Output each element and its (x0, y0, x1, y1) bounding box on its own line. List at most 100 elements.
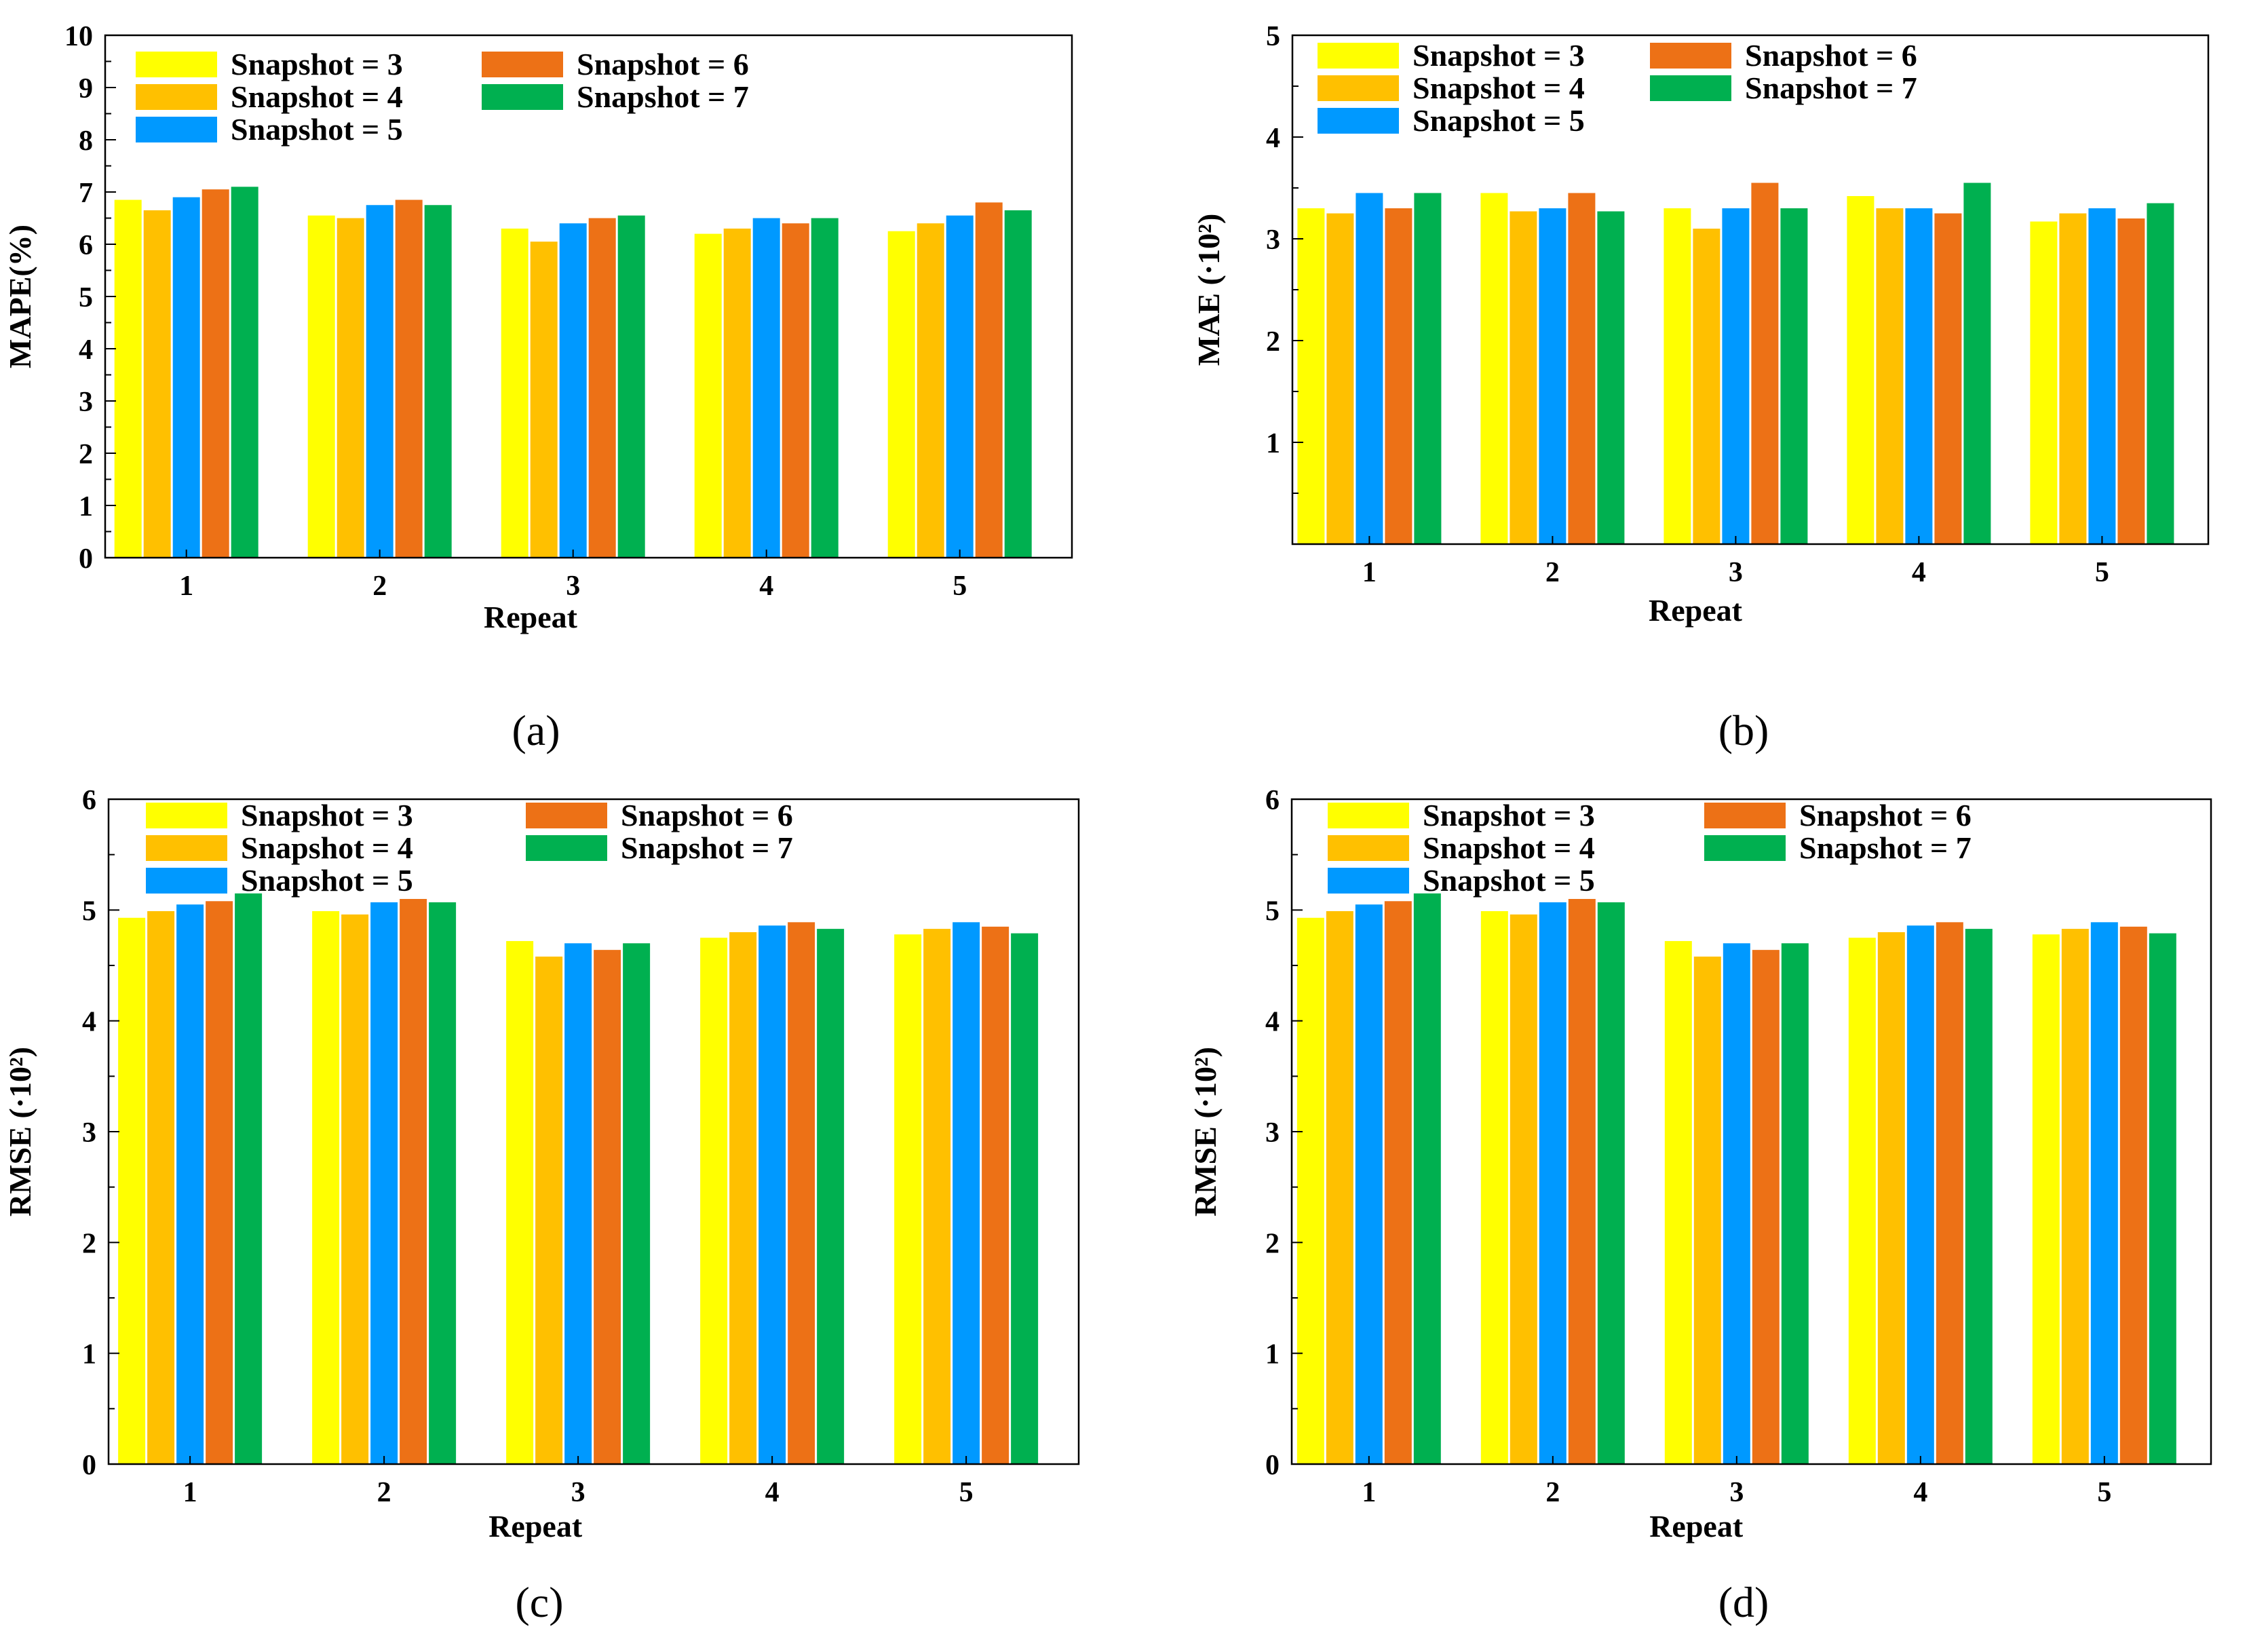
y-axis-label: RMSE (·10²) (3, 1047, 37, 1216)
y-tick-label: 7 (79, 178, 93, 209)
legend-swatch-snapshot-7 (482, 84, 563, 110)
legend-label-snapshot-3: Snapshot = 3 (231, 47, 403, 81)
caption-d: (d) (1718, 1578, 1769, 1626)
bar-s5-r4 (758, 925, 786, 1464)
x-tick-label: 2 (372, 571, 387, 602)
bar-s3-r2 (1480, 910, 1508, 1464)
bar-s7-r3 (1780, 208, 1808, 544)
x-axis-label: Repeat (1649, 1509, 1744, 1543)
x-tick-label: 3 (1729, 1477, 1744, 1508)
chart-panel-a: 1 2 3 4 5 0 1 2 3 4 5 6 7 8 9 10 Repeat MAPE(%) Snapshot =… (0, 0, 1134, 825)
bar-s4-r3 (1693, 229, 1721, 544)
bar-s4-r5 (2059, 213, 2087, 544)
legend-swatch-snapshot-3 (136, 52, 217, 77)
x-axis-label: Repeat (484, 600, 578, 634)
bar-s5-r4 (752, 218, 780, 558)
bar-s3-r4 (694, 233, 722, 558)
bar-s5-r5 (953, 922, 980, 1464)
bar-s4-r3 (1693, 956, 1721, 1464)
chart-panel-b: 1 2 3 4 5 1 2 3 4 5 Repeat MAE (·10²) Snapshot = 3 Sn… (1134, 0, 2268, 825)
y-tick-label: 1 (1266, 428, 1280, 459)
bar-s7-r4 (811, 218, 839, 558)
bar-s6-r3 (594, 950, 621, 1464)
bar-s4-r5 (2061, 929, 2089, 1464)
legend-label-snapshot-5: Snapshot = 5 (1423, 863, 1595, 898)
x-tick-label: 1 (1362, 1477, 1376, 1508)
bar-s7-r1 (1414, 193, 1442, 544)
plot-frame (107, 798, 1080, 1465)
bar-s4-r4 (723, 228, 751, 558)
bar-s6-r2 (400, 899, 427, 1464)
legend-label-snapshot-4: Snapshot = 4 (1423, 830, 1595, 865)
x-tick-label: 1 (1362, 557, 1377, 588)
y-tick-label: 10 (64, 21, 93, 52)
legend-label-snapshot-7: Snapshot = 7 (1799, 830, 1972, 865)
x-tick-label: 4 (765, 1477, 780, 1508)
bar-s7-r3 (1781, 943, 1809, 1464)
legend-swatch-snapshot-4 (136, 84, 217, 110)
x-axis-label: Repeat (1649, 593, 1743, 628)
legend-label-snapshot-7: Snapshot = 7 (1745, 71, 1917, 105)
bar-s7-r1 (235, 893, 263, 1464)
bar-s5-r1 (172, 197, 200, 558)
legend-swatch-snapshot-3 (1328, 803, 1409, 828)
bar-s7-r1 (1413, 893, 1441, 1464)
bar-s6-r1 (1384, 901, 1412, 1464)
bar-s4-r2 (337, 218, 364, 558)
bar-s5-r2 (1539, 902, 1567, 1464)
bar-s3-r1 (1296, 917, 1324, 1464)
bar-s3-r5 (894, 934, 922, 1464)
bar-s3-r3 (506, 941, 534, 1464)
bar-s5-r1 (176, 904, 204, 1464)
bar-s4-r4 (729, 932, 757, 1464)
y-tick-label: 2 (1266, 326, 1280, 358)
y-tick-label: 6 (82, 785, 96, 816)
y-tick-label: 0 (79, 543, 93, 575)
y-tick-label: 4 (1265, 1007, 1280, 1038)
bar-s4-r5 (917, 223, 944, 558)
bar-s7-r3 (617, 215, 645, 558)
bar-s3-r1 (1297, 208, 1325, 544)
x-tick-label: 1 (183, 1477, 197, 1508)
bar-s5-r3 (559, 223, 587, 558)
x-tick-label: 3 (571, 1477, 585, 1508)
legend-swatch-snapshot-3 (146, 803, 227, 828)
bar-s5-r1 (1355, 904, 1383, 1464)
bar-s4-r1 (1326, 910, 1353, 1464)
bar-s7-r2 (1597, 902, 1625, 1464)
bar-s6-r5 (2117, 218, 2145, 544)
bar-s7-r5 (2149, 933, 2176, 1464)
bar-s3-r5 (2030, 221, 2058, 544)
bar-s7-r4 (817, 929, 845, 1464)
bar-s3-r2 (312, 910, 340, 1464)
bar-s5-r3 (564, 943, 592, 1464)
bar-s6-r4 (782, 223, 809, 558)
y-tick-label: 5 (1265, 896, 1280, 927)
legend-label-snapshot-7: Snapshot = 7 (621, 830, 793, 865)
y-tick-label: 3 (82, 1117, 96, 1149)
bar-s4-r3 (535, 956, 563, 1464)
bar-s4-r2 (341, 914, 369, 1464)
y-tick-label: 0 (82, 1450, 96, 1481)
bar-s6-r1 (1385, 208, 1412, 544)
x-tick-label: 5 (959, 1477, 974, 1508)
y-tick-label: 9 (79, 73, 93, 104)
bar-s4-r2 (1510, 211, 1537, 544)
legend-label-snapshot-4: Snapshot = 4 (241, 830, 413, 865)
plot-frame (1290, 798, 2212, 1465)
bar-s6-r5 (975, 202, 1003, 558)
legend-swatch-snapshot-7 (526, 835, 607, 861)
bar-s7-r4 (1965, 929, 1993, 1464)
legend-swatch-snapshot-3 (1318, 43, 1399, 69)
y-tick-label: 3 (79, 387, 93, 418)
x-tick-label: 4 (1912, 557, 1926, 588)
bar-s5-r3 (1723, 943, 1750, 1464)
bar-s6-r1 (201, 189, 229, 558)
bar-s7-r2 (424, 205, 452, 558)
bar-s6-r3 (588, 218, 616, 558)
x-tick-label: 2 (1545, 557, 1560, 588)
bar-s4-r2 (1510, 914, 1537, 1464)
caption-b: (b) (1718, 706, 1769, 754)
x-tick-label: 5 (953, 571, 967, 602)
bar-s7-r3 (623, 943, 651, 1464)
